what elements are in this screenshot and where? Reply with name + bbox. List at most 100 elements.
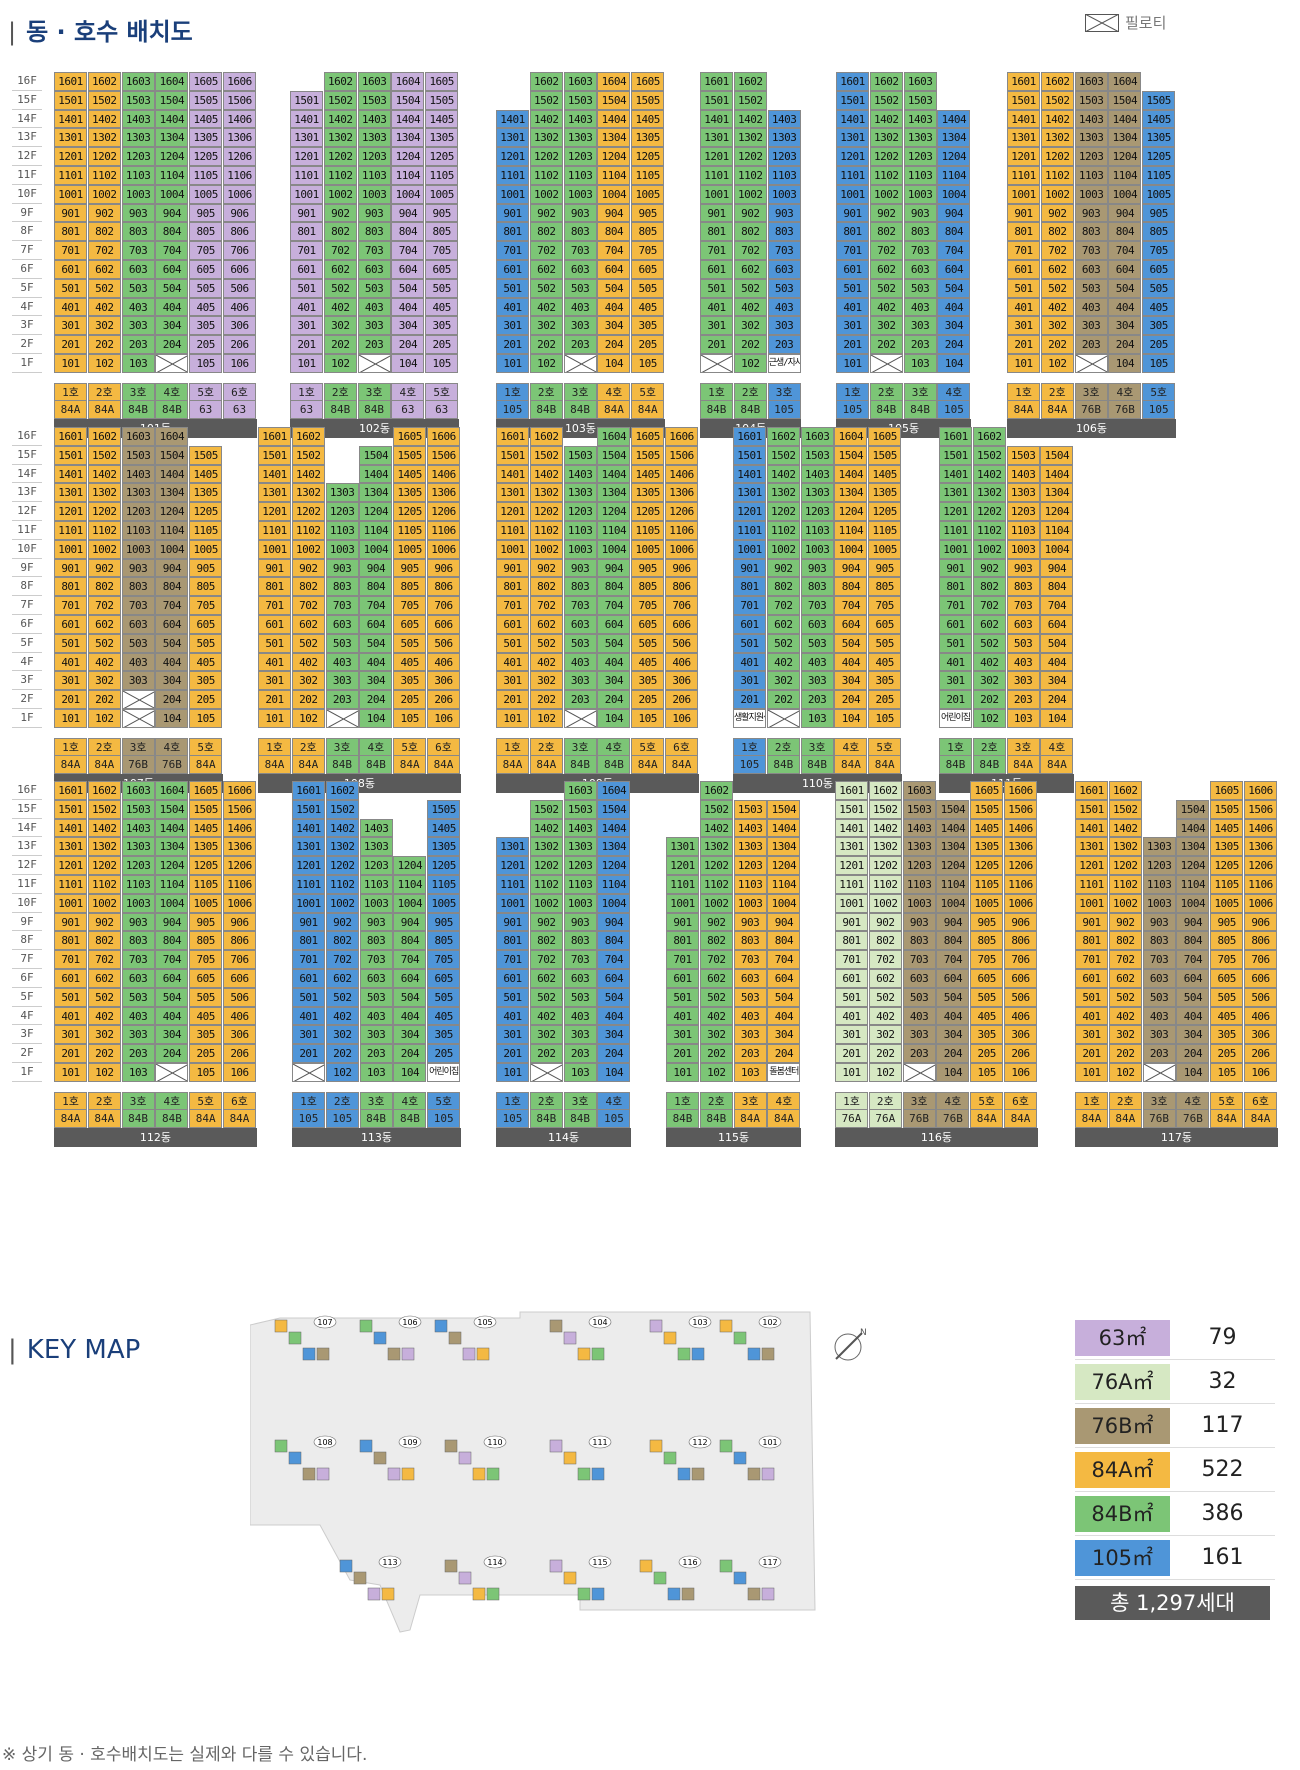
unit-cell: 303: [1074, 316, 1108, 336]
unit-cell: 1401: [290, 109, 323, 129]
unit-cell: 201: [258, 690, 291, 709]
unit-cell: 1605: [189, 72, 223, 91]
unit-cell: 1304: [597, 128, 631, 148]
floor-label: 13F: [12, 483, 42, 503]
unit-cell: 1603: [563, 781, 597, 800]
unit-cell: 303: [357, 316, 391, 336]
unit-cell: 502: [699, 987, 733, 1007]
unit-cell: 902: [733, 203, 767, 223]
unit-cell: 105: [393, 709, 427, 728]
unit-type-label: 84B: [529, 1108, 563, 1128]
floor-label: 7F: [12, 950, 42, 969]
keymap-title: | KEY MAP: [8, 1335, 141, 1365]
unit-type-label: 84A: [87, 1108, 121, 1128]
unit-cell: 502: [529, 633, 563, 653]
unit-cell: 601: [700, 260, 733, 279]
unit-cell: 1601: [54, 427, 87, 446]
building-name: 113동: [292, 1127, 461, 1147]
unit-cell: 1505: [1210, 799, 1244, 819]
unit-cell: 1002: [869, 184, 903, 204]
pilotis-cell: [563, 354, 597, 373]
unit-cell: 503: [800, 633, 834, 653]
unit-cell: 606: [665, 615, 698, 634]
unit-cell: 1301: [700, 128, 733, 148]
unit-cell: 803: [563, 931, 597, 951]
unit-cell: 503: [1074, 278, 1108, 298]
unit-cell: 502: [733, 278, 767, 298]
unit-cell: 1504: [391, 90, 425, 110]
unit-cell: 1403: [767, 109, 801, 129]
unit-cell: 705: [189, 950, 223, 969]
unit-cell: 1402: [1108, 818, 1142, 838]
unit-cell: 603: [563, 615, 597, 634]
unit-cell: 704: [393, 950, 427, 969]
unit-cell: 701: [54, 950, 87, 969]
unit-cell: 903: [903, 203, 937, 223]
unit-cell: 605: [425, 260, 459, 279]
unit-cell: 902: [291, 558, 325, 578]
unit-cell: 1004: [597, 184, 631, 204]
unit-cell: 701: [1007, 241, 1040, 260]
unit-cell: 802: [291, 577, 325, 597]
unit-cell: 702: [1108, 950, 1142, 969]
unit-cell: 1304: [359, 483, 393, 503]
unit-cell: 1301: [733, 483, 766, 503]
unit-cell: 1101: [496, 875, 529, 894]
unit-cell: 405: [970, 1006, 1004, 1026]
unit-cell: 1206: [427, 502, 460, 521]
unit-cell: 303: [563, 671, 597, 691]
unit-cell: 1205: [1142, 147, 1176, 166]
unit-cell: 1602: [972, 427, 1006, 446]
unit-cell: 1302: [529, 483, 563, 503]
unit-cell: 205: [970, 1044, 1004, 1063]
unit-cell: 1504: [155, 445, 189, 465]
unit-cell: 1304: [936, 837, 970, 857]
line-number-label: 6호: [223, 382, 256, 402]
unit-cell: 1502: [87, 90, 121, 110]
building-name: 117동: [1075, 1127, 1278, 1147]
unit-type-label: 84B: [666, 1108, 699, 1128]
unit-cell: 1402: [699, 818, 733, 838]
unit-cell: 604: [597, 615, 631, 634]
unit-cell: 1505: [868, 445, 902, 465]
unit-cell: 1302: [868, 837, 902, 857]
unit-cell: 202: [529, 690, 563, 709]
unit-cell: 602: [87, 615, 121, 634]
unit-cell: 505: [631, 278, 665, 298]
unit-cell: 1102: [325, 875, 359, 894]
unit-cell: 203: [121, 335, 155, 354]
unit-cell: 1506: [427, 445, 460, 465]
unit-cell: 1104: [597, 875, 631, 894]
unit-cell: 1106: [665, 521, 698, 540]
unit-cell: 1406: [665, 464, 698, 484]
unit-cell: 1101: [939, 521, 972, 540]
unit-cell: 1101: [290, 166, 323, 185]
unit-cell: 1006: [665, 539, 698, 559]
unit-cell: 1004: [155, 539, 189, 559]
unit-cell: 405: [631, 652, 665, 672]
unit-cell: 1103: [121, 521, 155, 540]
unit-cell: 1104: [391, 166, 425, 185]
unit-cell: 901: [939, 558, 972, 578]
unit-cell: 704: [155, 596, 189, 615]
unit-cell: 1306: [1004, 837, 1037, 857]
unit-cell: 404: [834, 652, 868, 672]
unit-cell: 104: [359, 709, 393, 728]
unit-cell: 904: [597, 558, 631, 578]
unit-cell: 802: [529, 931, 563, 951]
unit-cell: 102: [87, 709, 121, 728]
unit-type-label: 84A: [1040, 399, 1074, 419]
unit-cell: 1201: [54, 856, 87, 875]
unit-count-row: 76A㎡ 32: [1075, 1360, 1275, 1404]
unit-cell: 503: [902, 987, 936, 1007]
unit-cell: 902: [87, 558, 121, 578]
unit-cell: 803: [563, 577, 597, 597]
unit-cell: 201: [1075, 1044, 1108, 1063]
unit-cell: 601: [496, 260, 529, 279]
unit-cell: 404: [597, 1006, 631, 1026]
unit-cell: 1501: [290, 90, 323, 110]
unit-cell: 204: [155, 1044, 189, 1063]
unit-cell: 901: [496, 558, 529, 578]
unit-cell: 203: [563, 335, 597, 354]
keymap-building-label: 113: [382, 1558, 397, 1567]
